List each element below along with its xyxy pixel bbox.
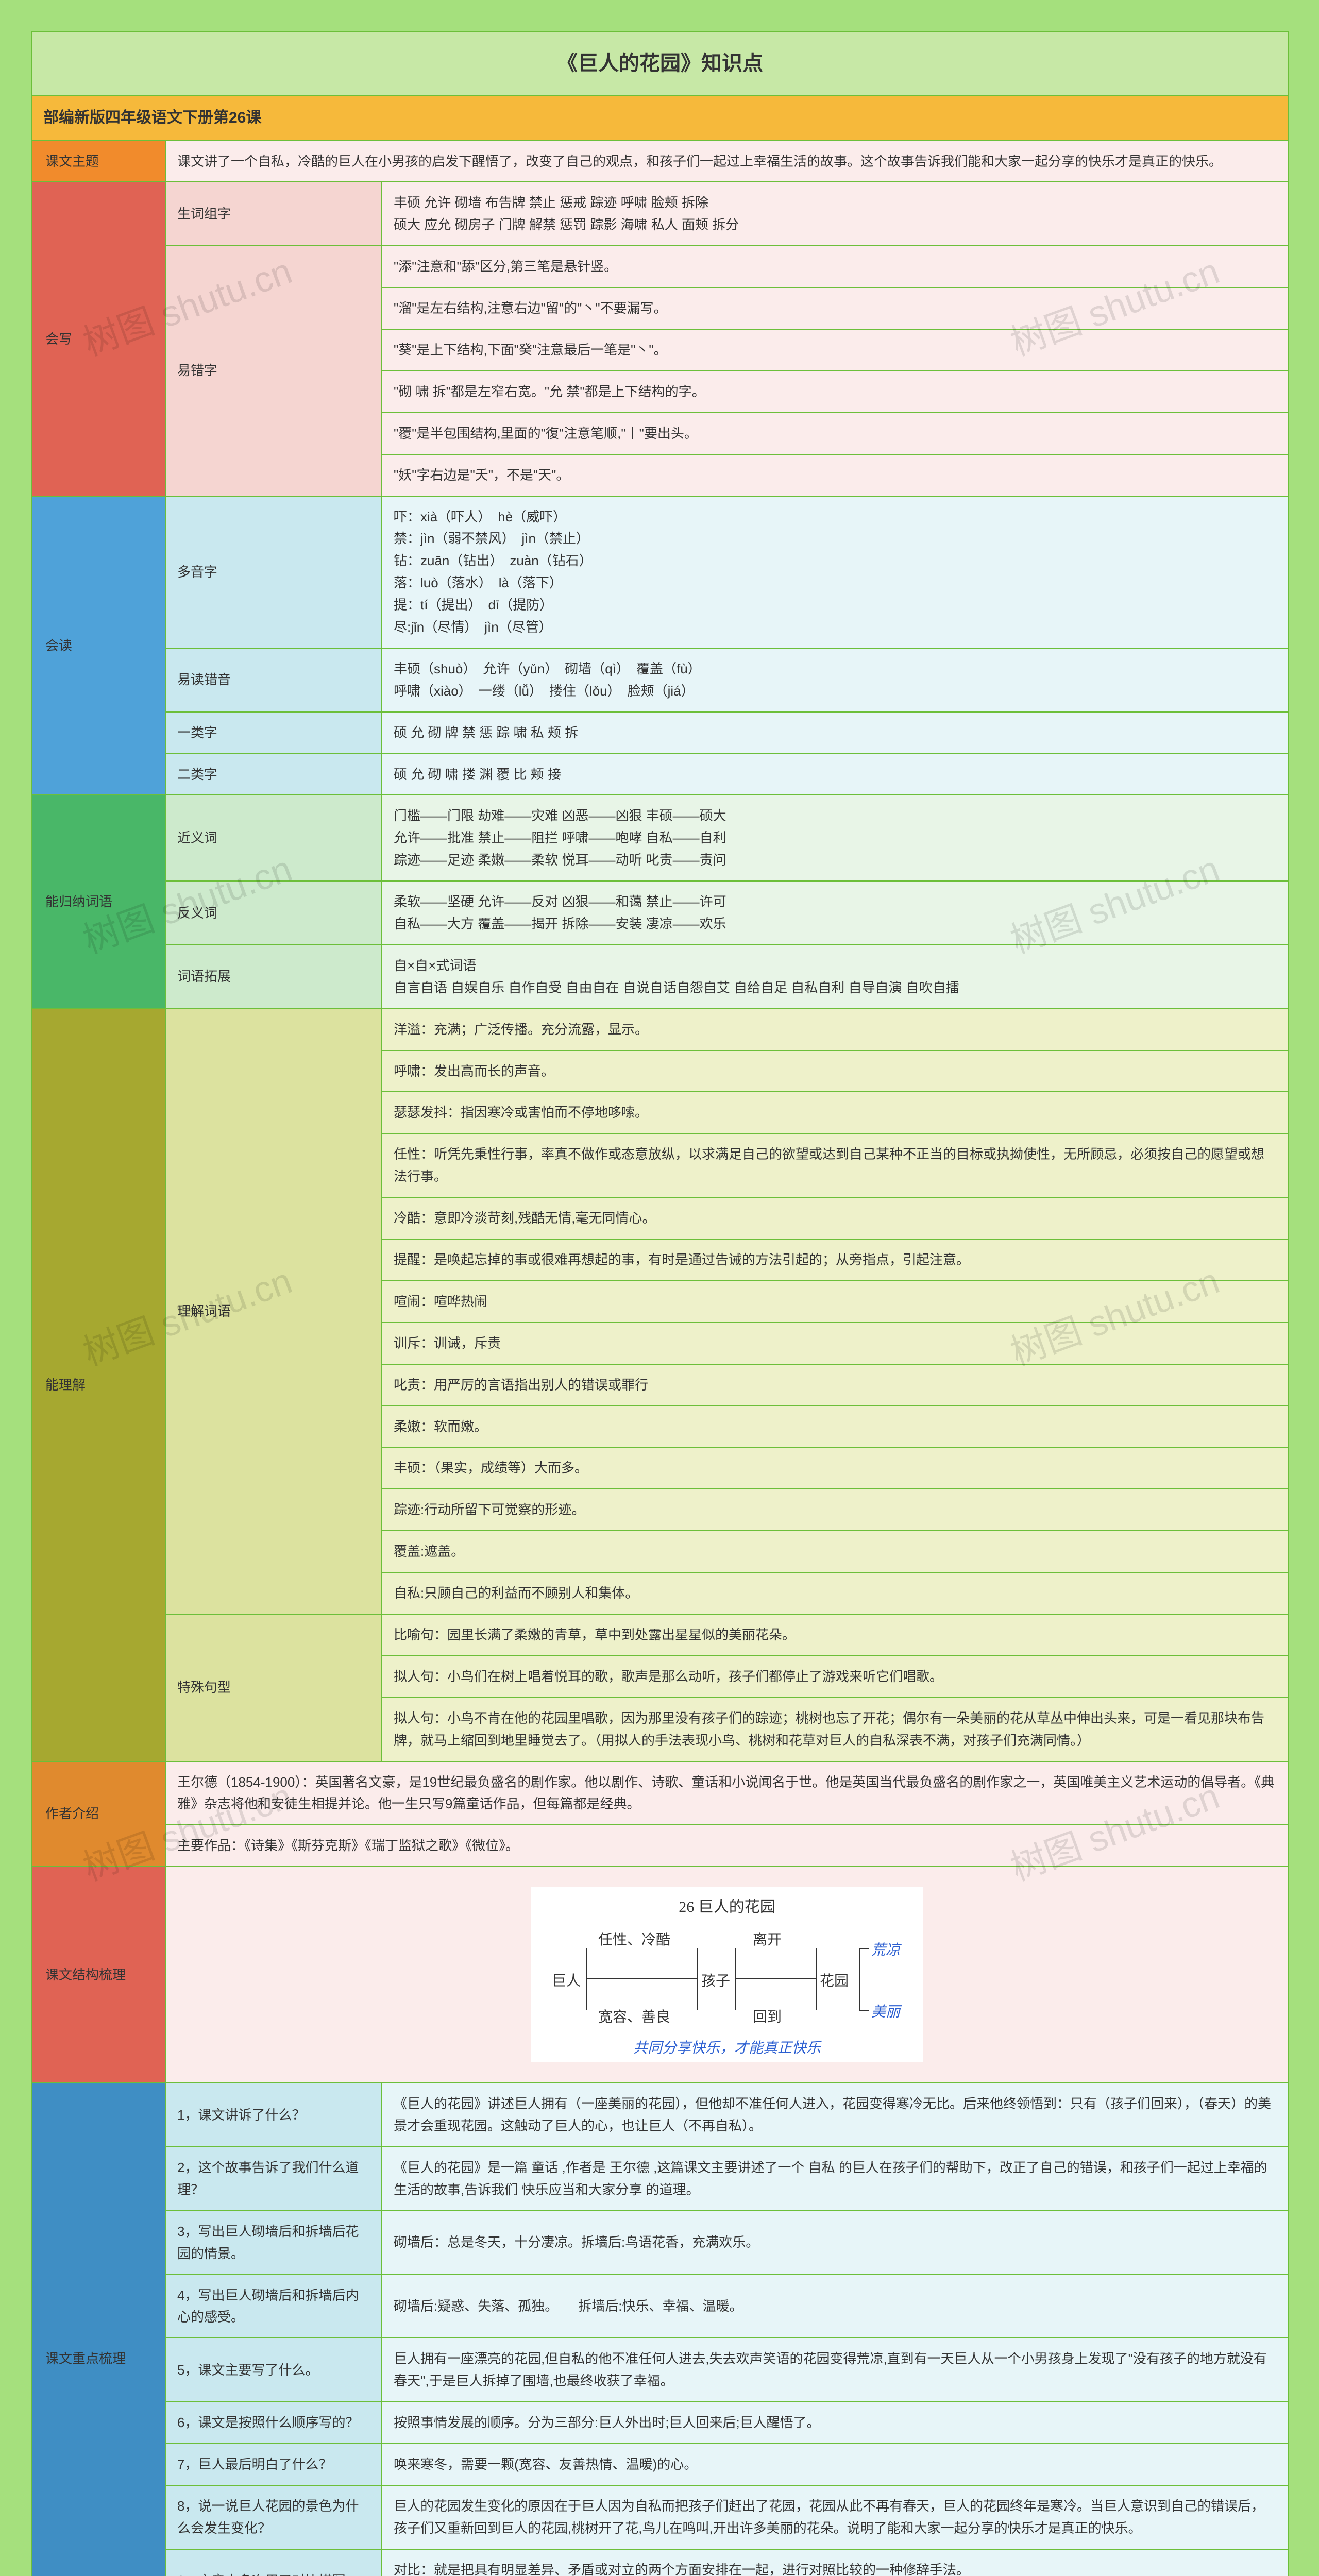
write-val2a: "添"注意和"舔"区分,第三笔是悬针竖。 (382, 246, 1289, 287)
und-r-9: 柔嫩：软而嫩。 (382, 1406, 1289, 1448)
key-a-7: 巨人的花园发生变化的原因在于巨人因为自私而把孩子们赶出了花园，花园从此不再有春天… (382, 2485, 1289, 2549)
write-sub2: 易错字 (165, 246, 382, 496)
und-r-11: 踪迹:行动所留下可觉察的形迹。 (382, 1489, 1289, 1531)
und-sub1: 理解词语 (165, 1009, 382, 1614)
write-val2b: "溜"是左右结构,注意右边"留"的"丶"不要漏写。 (382, 287, 1289, 329)
ind-val2: 柔软——坚硬 允许——反对 凶狠——和蔼 禁止——许可 自私——大方 覆盖——揭… (382, 881, 1289, 945)
ind-sub1: 近义词 (165, 795, 382, 881)
canvas: 树图 shutu.cn 树图 shutu.cn 树图 shutu.cn 树图 s… (0, 0, 1319, 2576)
und-sub2: 特殊句型 (165, 1614, 382, 1761)
und2-r-2: 拟人句：小鸟不肯在他的花园里唱歌，因为那里没有孩子们的踪迹；桃树也忘了开花；偶尔… (382, 1698, 1289, 1761)
ind-sub3: 词语拓展 (165, 945, 382, 1009)
read-sub1: 多音字 (165, 496, 382, 648)
read-sub3: 一类字 (165, 712, 382, 754)
key-q-0: 1，课文讲诉了什么？ (165, 2083, 382, 2147)
row-induct: 能归纳词语 近义词 门槛——门限 劫难——灾难 凶恶——凶狠 丰硕——硕大 允许… (31, 795, 1289, 881)
subtitle-row: 部编新版四年级语文下册第26课 (31, 95, 1289, 141)
cat-structure: 课文结构梳理 (31, 1867, 165, 2083)
key-q-1: 2，这个故事告诉了我们什么道理？ (165, 2147, 382, 2211)
cat-author: 作者介绍 (31, 1761, 165, 1867)
und-r-10: 丰硕：（果实，成绩等）大而多。 (382, 1447, 1289, 1489)
row-structure: 课文结构梳理 26 巨人的花园 巨人 孩子 花园 任性、冷酷 离开 宽容、善良 … (31, 1867, 1289, 2083)
read-val4: 硕 允 砌 啸 搂 渊 覆 比 颊 接 (382, 754, 1289, 795)
read-val3: 硕 允 砌 牌 禁 惩 踪 啸 私 颊 拆 (382, 712, 1289, 754)
diagram-right: 花园 (820, 1970, 849, 1993)
write-val2e: "覆"是半包围结构,里面的"復"注意笔顺,"丨"要出头。 (382, 413, 1289, 454)
und-r-4: 冷酷：意即冷淡苛刻,残酷无情,毫无同情心。 (382, 1197, 1289, 1239)
author-r-0: 王尔德（1854-1900）：英国著名文豪，是19世纪最负盛名的剧作家。他以剧作… (165, 1761, 1289, 1825)
ind-sub2: 反义词 (165, 881, 382, 945)
diagram-tag-bot: 美丽 (871, 2001, 900, 2024)
row-author: 作者介绍 王尔德（1854-1900）：英国著名文豪，是19世纪最负盛名的剧作家… (31, 1761, 1289, 1825)
diagram-bot-l: 宽容、善良 (598, 2006, 670, 2029)
key-a-1: 《巨人的花园》是一篇 童话 ,作者是 王尔德 ,这篇课文主要讲述了一个 自私 的… (382, 2147, 1289, 2211)
key-q-4: 5，课文主要写了什么。 (165, 2338, 382, 2402)
ind-val3: 自×自×式词语 自言自语 自娱自乐 自作自受 自由自在 自说自话自怨自艾 自给自… (382, 945, 1289, 1009)
key-a-4: 巨人拥有一座漂亮的花园,但自私的他不准任何人进去,失去欢声笑语的花园变得荒凉,直… (382, 2338, 1289, 2402)
cat-understand: 能理解 (31, 1009, 165, 1761)
und-r-2: 瑟瑟发抖：指因寒冷或害怕而不停地哆嗦。 (382, 1092, 1289, 1133)
und-r-12: 覆盖:遮盖。 (382, 1531, 1289, 1572)
key-a-8: 对比：就是把具有明显差异、矛盾或对立的两个方面安排在一起，进行对照比较的一种修辞… (382, 2549, 1289, 2576)
diagram-bot-r: 回到 (753, 2006, 782, 2029)
cat-write: 会写 (31, 182, 165, 496)
key-q-2: 3，写出巨人砌墙后和拆墙后花园的情景。 (165, 2211, 382, 2275)
diagram-top-r: 离开 (753, 1928, 782, 1952)
key-a-6: 唤来寒冬，需要一颗(宽容、友善热情、温暖)的心。 (382, 2444, 1289, 2485)
und-r-1: 呼啸：发出高而长的声音。 (382, 1050, 1289, 1092)
und-r-5: 提醒：是唤起忘掉的事或很难再想起的事，有时是通过告诫的方法引起的；从旁指点，引起… (382, 1239, 1289, 1281)
write-val1: 丰硕 允许 砌墙 布告牌 禁止 惩戒 踪迹 呼啸 脸颊 拆除 硕大 应允 砌房子… (382, 182, 1289, 246)
und-r-8: 叱责：用严厉的言语指出别人的错误或罪行 (382, 1364, 1289, 1406)
read-val1: 吓：xià（吓人） hè（威吓） 禁：jìn（弱不禁风） jìn（禁止） 钻：z… (382, 496, 1289, 648)
cat-induct: 能归纳词语 (31, 795, 165, 1008)
key-a-5: 按照事情发展的顺序。分为三部分:巨人外出时;巨人回来后;巨人醒悟了。 (382, 2402, 1289, 2444)
author-r-1: 主要作品：《诗集》《斯芬克斯》《瑞丁监狱之歌》《微位》。 (165, 1825, 1289, 1867)
write-val2d: "砌 啸 拆"都是左窄右宽。"允 禁"都是上下结构的字。 (382, 371, 1289, 413)
cat-key: 课文重点梳理 (31, 2083, 165, 2576)
row-theme: 课文主题 课文讲了一个自私，冷酷的巨人在小男孩的启发下醒悟了，改变了自己的观点，… (31, 141, 1289, 182)
read-sub4: 二类字 (165, 754, 382, 795)
structure-cell: 26 巨人的花园 巨人 孩子 花园 任性、冷酷 离开 宽容、善良 回到 荒凉 美… (165, 1867, 1289, 2083)
ind-val1: 门槛——门限 劫难——灾难 凶恶——凶狠 丰硕——硕大 允许——批准 禁止——阻… (382, 795, 1289, 881)
key-q-6: 7，巨人最后明白了什么？ (165, 2444, 382, 2485)
write-val2f: "妖"字右边是"夭"，不是"天"。 (382, 454, 1289, 496)
row-read: 会读 多音字 吓：xià（吓人） hè（威吓） 禁：jìn（弱不禁风） jìn（… (31, 496, 1289, 648)
key-q-5: 6，课文是按照什么顺序写的？ (165, 2402, 382, 2444)
diagram-mid: 孩子 (701, 1970, 730, 1993)
theme-text: 课文讲了一个自私，冷酷的巨人在小男孩的启发下醒悟了，改变了自己的观点，和孩子们一… (165, 141, 1289, 182)
und2-r-0: 比喻句：园里长满了柔嫩的青草，草中到处露出星星似的美丽花朵。 (382, 1614, 1289, 1656)
key-q-3: 4，写出巨人砌墙后和拆墙后内心的感受。 (165, 2275, 382, 2338)
key-a-2: 砌墙后：总是冬天，十分凄凉。拆墙后:鸟语花香，充满欢乐。 (382, 2211, 1289, 2275)
row-keypoints: 课文重点梳理 1，课文讲诉了什么？ 《巨人的花园》讲述巨人拥有（一座美丽的花园）… (31, 2083, 1289, 2147)
cat-read: 会读 (31, 496, 165, 795)
read-sub2: 易读错音 (165, 648, 382, 712)
key-q-7: 8，说一说巨人花园的景色为什么会发生变化？ (165, 2485, 382, 2549)
und-r-3: 任性：听凭先秉性行事，率真不做作或态意放纵，以求满足自己的欲望或达到自己某种不正… (382, 1133, 1289, 1197)
diagram-left: 巨人 (552, 1970, 581, 1993)
und-r-6: 喧闹：喧哗热闹 (382, 1281, 1289, 1323)
row-understand: 能理解 理解词语 洋溢：充满；广泛传播。充分流露，显示。 (31, 1009, 1289, 1050)
title-row: 《巨人的花园》知识点 (31, 31, 1289, 95)
structure-diagram: 26 巨人的花园 巨人 孩子 花园 任性、冷酷 离开 宽容、善良 回到 荒凉 美… (531, 1887, 923, 2062)
diagram-top-l: 任性、冷酷 (598, 1928, 670, 1952)
cat-theme: 课文主题 (31, 141, 165, 182)
key-a-3: 砌墙后:疑惑、失落、孤独。 拆墙后:快乐、幸福、温暖。 (382, 2275, 1289, 2338)
diagram-caption: 共同分享快乐，才能真正快乐 (531, 2037, 923, 2060)
und2-r-1: 拟人句：小鸟们在树上唱着悦耳的歌，歌声是那么动听，孩子们都停止了游戏来听它们唱歌… (382, 1656, 1289, 1698)
knowledge-table: 《巨人的花园》知识点 部编新版四年级语文下册第26课 课文主题 课文讲了一个自私… (31, 31, 1289, 2576)
write-val2c: "葵"是上下结构,下面"癸"注意最后一笔是"丶"。 (382, 329, 1289, 371)
page-subtitle: 部编新版四年级语文下册第26课 (31, 95, 1289, 141)
key-a-0: 《巨人的花园》讲述巨人拥有（一座美丽的花园），但他却不准任何人进入，花园变得寒冷… (382, 2083, 1289, 2147)
read-val2: 丰硕（shuò） 允许（yǔn） 砌墙（qì） 覆盖（fù） 呼啸（xiào） … (382, 648, 1289, 712)
diagram-title: 26 巨人的花园 (531, 1894, 923, 1920)
page-title: 《巨人的花园》知识点 (31, 31, 1289, 95)
diagram-tag-top: 荒凉 (871, 1939, 900, 1962)
und-r-0: 洋溢：充满；广泛传播。充分流露，显示。 (382, 1009, 1289, 1050)
key-q-8: 9，文章中多次用了对比描写，你知道它有什么好处吗？ (165, 2549, 382, 2576)
und-r-13: 自私:只顾自己的利益而不顾别人和集体。 (382, 1572, 1289, 1614)
row-write: 会写 生词组字 丰硕 允许 砌墙 布告牌 禁止 惩戒 踪迹 呼啸 脸颊 拆除 硕… (31, 182, 1289, 246)
und-r-7: 训斥：训诫，斥责 (382, 1323, 1289, 1364)
write-sub1: 生词组字 (165, 182, 382, 246)
